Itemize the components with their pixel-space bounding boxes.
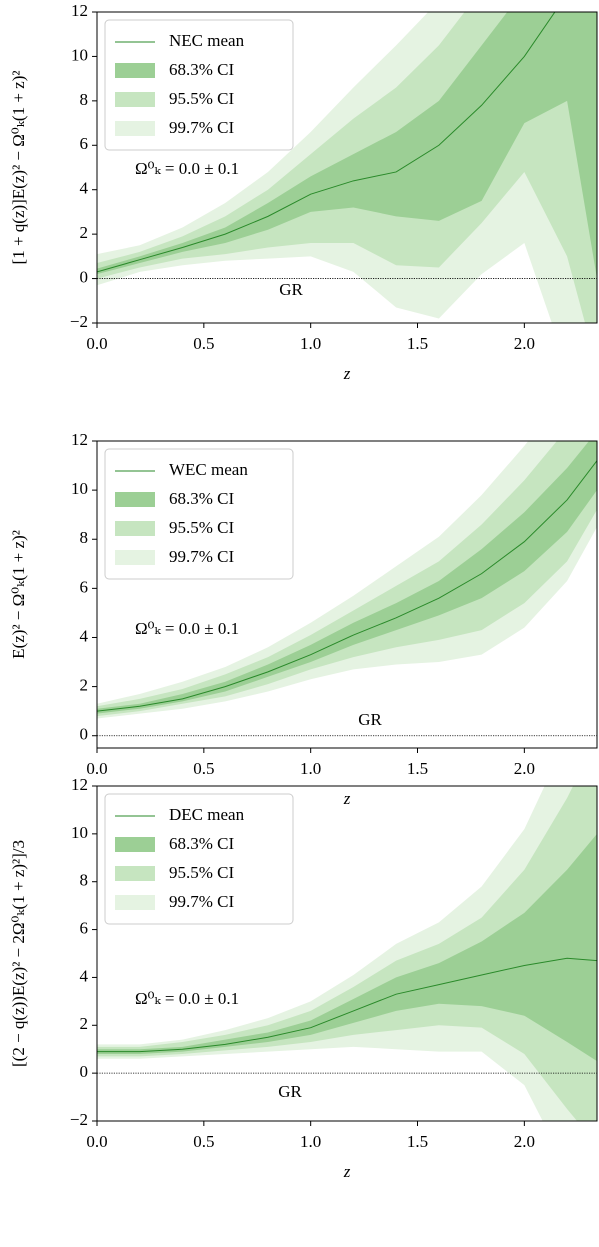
plot-area — [97, 786, 597, 1121]
mean-line — [97, 957, 597, 1053]
y-tick-label: 10 — [71, 45, 88, 64]
legend-patch — [115, 63, 155, 78]
x-tick-label: 0.0 — [86, 334, 107, 353]
legend-box — [104, 793, 294, 925]
ci-band — [97, 833, 597, 1062]
panel: 0.0 0.5 1.0 1.5 2.0 0 2 4 6 8 10 12 z E(z)² − Ω⁰ₖ(1 +… — [9, 430, 598, 808]
legend-patch — [115, 92, 155, 107]
y-tick-label: 2 — [80, 223, 89, 242]
annotation: GR — [279, 280, 303, 299]
y-tick-label: 8 — [80, 90, 89, 109]
y-axis-label: [(2 − q(z))E(z)² − 2Ω⁰ₖ(1 + z)²]/3 — [9, 840, 28, 1067]
y-tick-label: 12 — [71, 775, 88, 794]
y-axis-label: [1 + q(z)]E(z)² − Ω⁰ₖ(1 + z)² — [9, 71, 28, 265]
axes-frame — [96, 11, 598, 324]
legend-patch — [115, 121, 155, 136]
y-tick-label: 4 — [80, 966, 89, 985]
legend-label: 99.7% CI — [169, 118, 235, 137]
y-tick-label: −2 — [70, 1110, 88, 1129]
legend-patch — [115, 492, 155, 507]
x-tick-label: 1.5 — [407, 334, 428, 353]
y-tick-label: 2 — [80, 676, 89, 695]
axes-frame — [96, 440, 598, 749]
annotation: GR — [278, 1082, 302, 1101]
y-tick-label: 12 — [71, 430, 88, 449]
x-tick-label: 1.5 — [407, 1132, 428, 1151]
annotation: Ω⁰ₖ = 0.0 ± 0.1 — [135, 619, 239, 638]
x-tick-label: 2.0 — [514, 334, 535, 353]
x-tick-label: 2.0 — [514, 759, 535, 778]
y-tick-label: 0 — [80, 725, 89, 744]
x-tick-label: 1.0 — [300, 1132, 321, 1151]
panel: 0.0 0.5 1.0 1.5 2.0 −2 0 2 4 6 8 10 12 z [(2 − q(z))E(… — [9, 775, 598, 1181]
y-tick-label: 0 — [80, 1062, 89, 1081]
x-tick-label: 0.0 — [86, 759, 107, 778]
legend-patch — [115, 895, 155, 910]
ci-band — [97, 12, 597, 279]
x-axis-label: z — [343, 1162, 351, 1181]
legend-label: WEC mean — [169, 460, 248, 479]
legend-label: 68.3% CI — [169, 489, 235, 508]
legend-patch — [115, 550, 155, 565]
panel: 0.0 0.5 1.0 1.5 2.0 −2 0 2 4 6 8 10 12 z [1 + q(z)]E(z… — [9, 1, 598, 383]
legend-label: NEC mean — [169, 31, 245, 50]
legend-label: DEC mean — [169, 805, 245, 824]
annotation: GR — [358, 710, 382, 729]
y-tick-label: 10 — [71, 823, 88, 842]
x-tick-label: 0.5 — [193, 759, 214, 778]
legend-label: 95.5% CI — [169, 89, 235, 108]
y-tick-label: 4 — [80, 179, 89, 198]
legend-patch — [115, 837, 155, 852]
y-tick-label: 6 — [80, 577, 89, 596]
y-axis-label: E(z)² − Ω⁰ₖ(1 + z)² — [9, 530, 28, 659]
legend-patch — [115, 521, 155, 536]
mean-line — [97, 460, 597, 712]
x-axis-label: z — [343, 789, 351, 808]
x-tick-label: 0.5 — [193, 334, 214, 353]
axes-frame — [96, 785, 598, 1122]
x-tick-label: 0.0 — [86, 1132, 107, 1151]
x-tick-label: 1.0 — [300, 759, 321, 778]
y-tick-label: 6 — [80, 134, 89, 153]
plot-area — [97, 441, 597, 737]
y-tick-label: 2 — [80, 1014, 89, 1033]
y-tick-label: 8 — [80, 528, 89, 547]
y-tick-label: 10 — [71, 479, 88, 498]
legend-label: 68.3% CI — [169, 834, 235, 853]
x-axis-label: z — [343, 364, 351, 383]
legend-label: 68.3% CI — [169, 60, 235, 79]
ci-band — [97, 441, 597, 719]
annotation: Ω⁰ₖ = 0.0 ± 0.1 — [135, 989, 239, 1008]
y-tick-label: −2 — [70, 312, 88, 331]
annotation: Ω⁰ₖ = 0.0 ± 0.1 — [135, 159, 239, 178]
legend-patch — [115, 866, 155, 881]
x-tick-label: 1.0 — [300, 334, 321, 353]
y-tick-label: 6 — [80, 918, 89, 937]
y-tick-label: 8 — [80, 871, 89, 890]
legend-box — [104, 448, 294, 580]
y-tick-label: 0 — [80, 267, 89, 286]
x-tick-label: 1.5 — [407, 759, 428, 778]
legend-box — [104, 19, 294, 151]
legend-label: 99.7% CI — [169, 547, 235, 566]
ci-band — [97, 786, 597, 1121]
x-tick-label: 2.0 — [514, 1132, 535, 1151]
mean-line — [97, 12, 556, 273]
legend-label: 95.5% CI — [169, 518, 235, 537]
plot-area — [97, 12, 597, 323]
y-tick-label: 12 — [71, 1, 88, 20]
x-tick-label: 0.5 — [193, 1132, 214, 1151]
legend-label: 99.7% CI — [169, 892, 235, 911]
ci-band — [97, 441, 597, 714]
legend-label: 95.5% CI — [169, 863, 235, 882]
y-tick-label: 4 — [80, 626, 89, 645]
